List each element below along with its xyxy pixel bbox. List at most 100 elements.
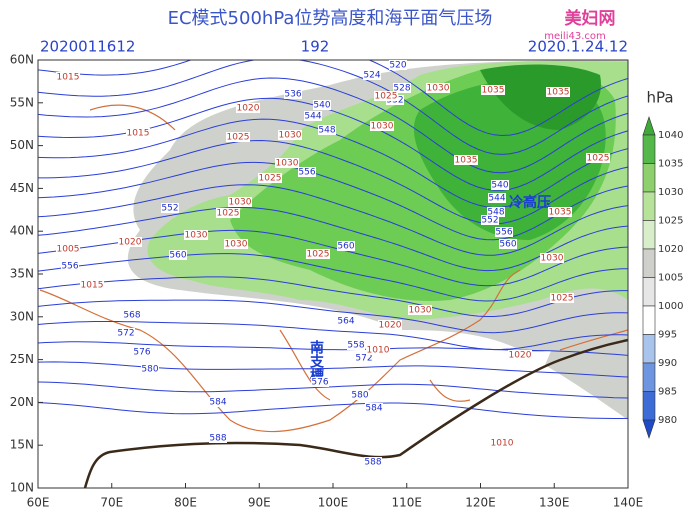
height-label: 552 <box>161 204 178 214</box>
height-label: 556 <box>61 262 78 272</box>
height-label-box <box>318 125 336 135</box>
height-label: 540 <box>491 181 508 191</box>
colorbar-tick-label: 985 <box>658 387 677 398</box>
lat-label: 60N <box>10 53 34 67</box>
height-contour <box>38 276 628 317</box>
lat-label: 30N <box>10 309 34 323</box>
height-label: 548 <box>318 126 335 136</box>
lon-label: 100E <box>318 496 349 510</box>
height-label-box <box>123 310 141 320</box>
pressure-label: 1020 <box>119 238 142 248</box>
height-label-box <box>488 193 506 203</box>
height-label: 556 <box>495 228 512 238</box>
height-label: 572 <box>117 329 134 339</box>
pressure-label-box <box>224 239 248 249</box>
pressure-label-box <box>454 155 478 165</box>
colorbar-segment <box>642 163 656 193</box>
height-label-box <box>161 203 179 213</box>
pressure-fill-1040 <box>480 64 601 130</box>
height-label-box <box>487 207 505 217</box>
height-label-box <box>337 316 355 326</box>
pressure-label: 1035 <box>482 86 505 96</box>
pressure-label: 1025 <box>259 174 282 184</box>
pressure-label: 1035 <box>549 208 572 218</box>
height-label: 584 <box>209 398 226 408</box>
pressure-label-box <box>184 230 208 240</box>
pressure-label: 1030 <box>427 84 450 94</box>
lon-label: 130E <box>539 496 570 510</box>
height-label: 544 <box>488 194 505 204</box>
height-label: 528 <box>393 84 410 94</box>
pressure-label: 1010 <box>491 439 514 449</box>
pressure-label: 1030 <box>279 131 302 141</box>
height-label: 560 <box>169 251 186 261</box>
pressure-label-box <box>216 208 240 218</box>
colorbar-segment <box>642 248 656 278</box>
height-label-box <box>393 83 411 93</box>
height-label-box <box>169 250 187 260</box>
lat-label: 35N <box>10 267 34 281</box>
pressure-label: 1025 <box>217 209 240 219</box>
height-label-box <box>284 89 302 99</box>
height-label: 580 <box>141 365 158 375</box>
pressure-label-box <box>374 91 398 101</box>
pressure-label-box <box>306 249 330 259</box>
lon-label: 120E <box>465 496 496 510</box>
height-label-box <box>347 340 365 350</box>
height-label: 540 <box>313 101 330 111</box>
height-label-box <box>364 457 382 467</box>
height-label: 588 <box>209 434 226 444</box>
pressure-label: 1025 <box>587 154 610 164</box>
colorbar-tick-label: 1025 <box>658 216 683 227</box>
colorbar-tick-label: 1030 <box>658 187 683 198</box>
colorbar-segment <box>642 277 656 307</box>
colorbar-segment <box>642 191 656 221</box>
lon-label: 110E <box>392 496 423 510</box>
pressure-label: 1030 <box>371 122 394 132</box>
pressure-label-box <box>548 207 572 217</box>
pressure-label: 1030 <box>229 198 252 208</box>
pressure-label-box <box>80 280 104 290</box>
height-contour <box>38 139 628 225</box>
height-label: 556 <box>298 168 315 178</box>
colorbar-segment <box>642 362 656 392</box>
pressure-label-box <box>378 320 402 330</box>
annotation-trough: 南支槽 <box>308 339 325 383</box>
pressure-label: 1010 <box>367 346 390 356</box>
lat-label: 50N <box>10 138 34 152</box>
pressure-label-box <box>278 130 302 140</box>
height-label: 548 <box>487 208 504 218</box>
watermark: 美妇网 <box>565 8 616 29</box>
colorbar-tick-label: 1020 <box>658 244 683 255</box>
lat-label: 45N <box>10 181 34 195</box>
height-label-box <box>491 180 509 190</box>
pressure-label-box <box>540 253 564 263</box>
colorbar: 1040 1035 1030 1025 1020 1005 1000 995 990 985 980 <box>642 116 683 439</box>
lon-label: 140E <box>613 496 644 510</box>
valid-time: 2020.1.24.12 <box>528 38 628 56</box>
pressure-label: 1035 <box>455 156 478 166</box>
pressure-label: 1025 <box>227 133 250 143</box>
height-label: 572 <box>355 354 372 364</box>
pressure-label-box <box>426 83 450 93</box>
pressure-label: 1030 <box>541 254 564 264</box>
height-label-box <box>61 261 79 271</box>
lat-label: 25N <box>10 352 34 366</box>
height-label-box <box>481 215 499 225</box>
height-contour <box>38 299 628 334</box>
height-label-box <box>351 390 369 400</box>
pressure-label: 1035 <box>547 88 570 98</box>
contour-588 <box>83 338 628 488</box>
pressure-label-box <box>56 72 80 82</box>
lat-label: 15N <box>10 438 34 452</box>
annotation-cold-high: 冷高压 <box>509 194 551 211</box>
height-label: 560 <box>337 242 354 252</box>
height-contour <box>38 161 628 241</box>
pressure-label-box <box>550 293 574 303</box>
height-contour <box>38 60 628 155</box>
colorbar-segment <box>642 391 656 421</box>
pressure-label: 1015 <box>57 73 80 83</box>
map-area <box>38 60 628 488</box>
height-contours <box>38 60 628 419</box>
watermark-url: meili43.com <box>544 31 606 42</box>
